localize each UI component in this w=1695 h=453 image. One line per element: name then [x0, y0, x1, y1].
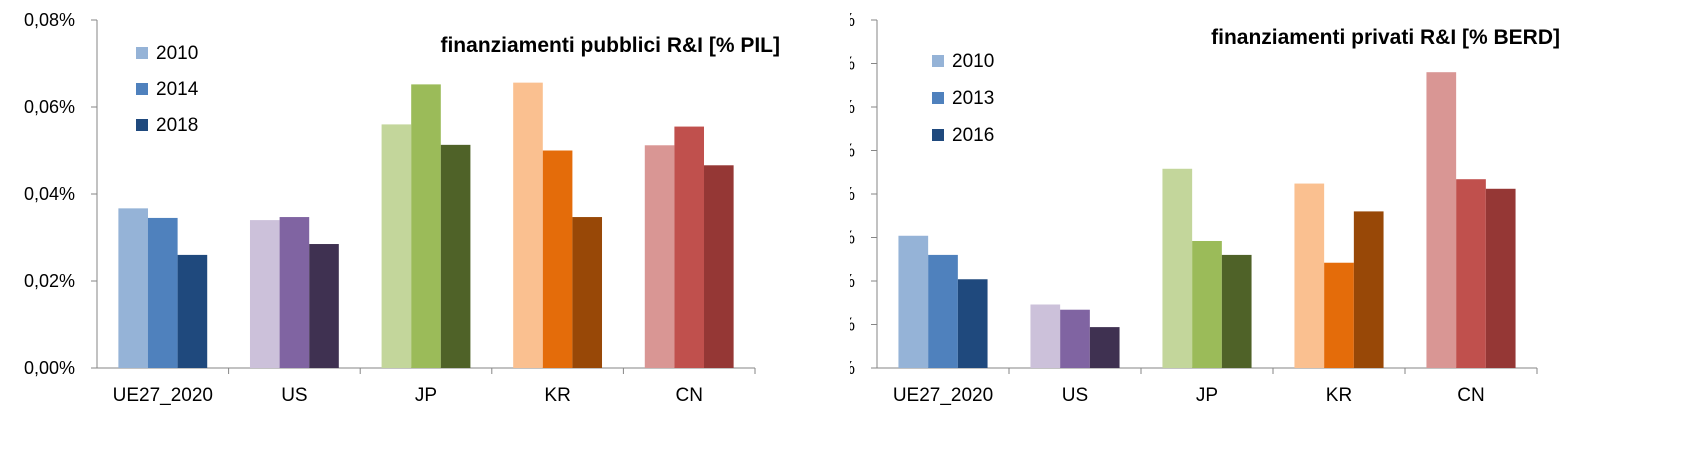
bar-KR-2016 — [1353, 211, 1384, 368]
bar-JP-2013 — [1192, 240, 1222, 368]
bar-CN-2018 — [704, 165, 734, 368]
bar-US-2013 — [1060, 309, 1090, 368]
bar-KR-2010 — [1294, 183, 1325, 368]
legend-label: 2010 — [952, 51, 994, 72]
y-tick-label: 0,06% — [24, 97, 75, 117]
bar-UE27_2020-2013 — [928, 254, 958, 368]
x-category-label: US — [1062, 385, 1088, 406]
y-tick-label: 35% — [850, 54, 855, 74]
bar-US-2010 — [1030, 304, 1061, 368]
x-category-label: KR — [544, 385, 570, 406]
y-tick-label: 20% — [850, 184, 855, 204]
x-category-label: CN — [1457, 385, 1484, 406]
y-tick-label: 0,00% — [24, 358, 75, 378]
y-tick-label: 40% — [850, 10, 855, 30]
bar-CN-2010 — [644, 145, 675, 368]
x-category-label: UE27_2020 — [113, 385, 213, 406]
legend-label: 2013 — [952, 88, 994, 109]
bar-KR-2013 — [1324, 262, 1354, 368]
bar-CN-2014 — [674, 126, 705, 368]
legend-label: 2014 — [156, 79, 199, 100]
bar-US-2018 — [309, 244, 339, 368]
bar-UE27_2020-2010 — [118, 208, 148, 368]
bar-JP-2010 — [381, 124, 412, 369]
x-category-label: KR — [1326, 385, 1352, 406]
y-tick-label: 15% — [850, 228, 855, 248]
y-tick-label: 30% — [850, 97, 855, 117]
y-tick-label: 5% — [850, 315, 855, 335]
bar-CN-2010 — [1426, 72, 1457, 368]
bar-CN-2016 — [1485, 188, 1516, 368]
legend-label: 2010 — [156, 43, 198, 64]
bar-US-2010 — [249, 220, 280, 368]
legend-swatch — [932, 55, 944, 67]
bar-JP-2010 — [1162, 168, 1193, 368]
legend-label: 2016 — [952, 125, 994, 146]
x-category-label: UE27_2020 — [893, 385, 993, 406]
bar-US-2016 — [1089, 327, 1120, 368]
bar-UE27_2020-2018 — [177, 254, 208, 368]
y-tick-label: 0% — [850, 358, 855, 378]
x-category-label: CN — [675, 385, 702, 406]
legend-swatch — [136, 47, 148, 59]
bar-UE27_2020-2014 — [147, 217, 178, 368]
x-category-label: US — [281, 385, 307, 406]
chart-public-funding-svg: 0,00% 0,02% 0,04% 0,06% 0,08% UE27_2020 US JP KR… — [24, 10, 780, 406]
bar-CN-2013 — [1456, 179, 1486, 368]
x-category-label: JP — [1196, 385, 1218, 406]
y-tick-label: 10% — [850, 271, 855, 291]
bar-JP-2018 — [440, 144, 471, 368]
legend-swatch — [136, 119, 148, 131]
bar-KR-2010 — [513, 82, 543, 368]
legend-swatch — [136, 83, 148, 95]
legend-label: 2018 — [156, 115, 198, 136]
bar-UE27_2020-2016 — [957, 279, 988, 368]
chart-private-funding-svg: 0% 5% 10% 15% 20% 25% 30% 35% 40% UE27_2020 US JP KR… — [819, 10, 1560, 406]
chart-title: finanziamenti privati R&I [% BERD] — [1211, 26, 1560, 49]
bar-KR-2014 — [542, 150, 573, 368]
y-tick-label: 0,04% — [24, 184, 75, 204]
y-tick-label: 25% — [850, 141, 855, 161]
chart-title: finanziamenti pubblici R&I [% PIL] — [440, 34, 780, 57]
chart-public-funding: 0,00% 0,02% 0,04% 0,06% 0,08% UE27_2020 US JP KR… — [0, 0, 850, 448]
y-tick-label: 0,02% — [24, 271, 75, 291]
legend-swatch — [932, 92, 944, 104]
bar-UE27_2020-2010 — [898, 235, 929, 368]
bar-JP-2016 — [1221, 254, 1252, 368]
legend-swatch — [932, 129, 944, 141]
bar-US-2014 — [279, 217, 310, 368]
bar-KR-2018 — [572, 217, 603, 368]
x-category-label: JP — [415, 385, 437, 406]
y-tick-label: 0,08% — [24, 10, 75, 30]
bar-JP-2014 — [411, 84, 441, 368]
chart-private-funding: 0% 5% 10% 15% 20% 25% 30% 35% 40% UE27_2020 US JP KR… — [819, 0, 1695, 448]
